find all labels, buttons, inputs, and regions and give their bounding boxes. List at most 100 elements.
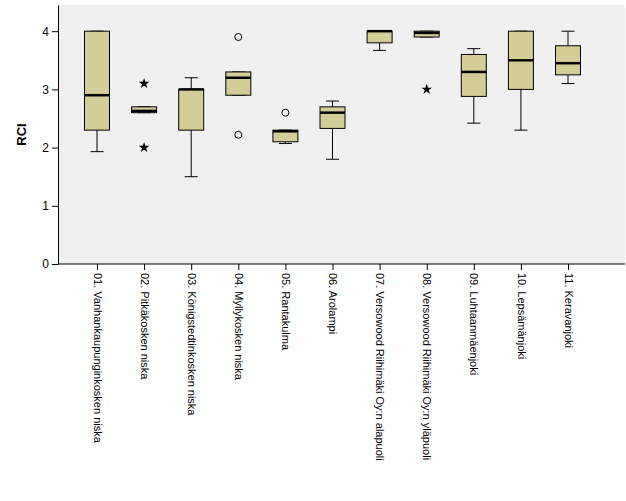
x-tick-label: 01. Vanhankaupunginkosken niska [92, 273, 104, 444]
extreme [139, 142, 150, 152]
outlier [235, 131, 242, 138]
box [85, 31, 110, 130]
whisker-cap-low [562, 83, 575, 84]
x-tick-label: 07. Versowood Riihimäki Oy:n alapuoli [374, 273, 386, 461]
median [414, 32, 439, 35]
x-tick-line [427, 264, 428, 270]
box [273, 130, 298, 142]
chart: 0 1 2 3 4 01. Vanhankaupunginkosken niska 02. … [0, 0, 626, 501]
whisker-cap-high [562, 31, 575, 32]
box [556, 46, 581, 75]
y-tick: 3 [42, 83, 58, 97]
median [320, 111, 345, 114]
x-tick-label: 03. Königstedtinkosken niska [186, 273, 198, 416]
y-tick-label: 3 [42, 83, 49, 97]
x-tick: 10. Lepsämänjoki [516, 264, 528, 359]
y-axis: 0 1 2 3 4 [42, 6, 58, 272]
median [85, 94, 110, 97]
y-tick: 1 [42, 199, 58, 213]
plot-background [58, 5, 625, 264]
whisker-cap-low [373, 50, 386, 51]
x-tick: 02. Pitkäkosken niska [139, 264, 151, 380]
whisker-cap-low [514, 130, 527, 131]
y-tick-label: 4 [42, 25, 49, 39]
box [508, 31, 533, 89]
x-tick-line [285, 264, 286, 270]
x-tick: 07. Versowood Riihimäki Oy:n alapuoli [374, 264, 386, 461]
whisker-low [332, 128, 333, 159]
x-tick-line [144, 264, 145, 270]
x-tick-label: 06. Arolampi [327, 273, 339, 334]
whisker-cap-high [185, 77, 198, 78]
x-tick: 06. Arolampi [327, 264, 339, 334]
whisker-cap-high [467, 48, 480, 49]
y-axis-title: RCI [14, 123, 29, 145]
y-tick-line [52, 89, 58, 90]
x-tick-label: 05. Rantakulma [280, 273, 292, 351]
x-tick-line [474, 264, 475, 270]
whisker-cap-low [185, 176, 198, 177]
y-tick-line [52, 31, 58, 32]
x-tick-line [238, 264, 239, 270]
x-tick-line [568, 264, 569, 270]
y-tick: 4 [42, 25, 58, 39]
whisker-high [473, 49, 474, 55]
whisker-cap-low [91, 151, 104, 152]
x-tick: 01. Vanhankaupunginkosken niska [92, 264, 104, 444]
x-tick: 05. Rantakulma [280, 264, 292, 351]
x-tick: 04. Myllykosken niska [233, 264, 245, 381]
x-tick-label: 08. Versowood Riihimäki Oy:n yläpuoli [421, 273, 433, 460]
median [179, 88, 204, 91]
whisker-cap-high [326, 101, 339, 102]
whisker-low [97, 130, 98, 152]
y-tick: 0 [42, 257, 58, 271]
x-tick-label: 04. Myllykosken niska [233, 273, 245, 381]
x-axis: 01. Vanhankaupunginkosken niska 02. Pitkä… [58, 264, 625, 461]
median [556, 62, 581, 65]
box [132, 107, 157, 113]
whisker-high [332, 101, 333, 107]
median [226, 77, 251, 80]
x-tick-line [380, 264, 381, 270]
x-tick-label: 09. Luhtaanmäenjoki [468, 273, 480, 375]
median [508, 59, 533, 62]
x-tick-label: 11. Keravanjoki [563, 273, 575, 348]
x-tick-label: 10. Lepsämänjoki [516, 273, 528, 359]
x-tick-line [97, 264, 98, 270]
whisker-high [568, 31, 569, 46]
median [367, 30, 392, 33]
box [320, 107, 345, 129]
x-tick: 08. Versowood Riihimäki Oy:n yläpuoli [421, 264, 433, 460]
box [461, 54, 486, 96]
y-tick-label: 0 [42, 257, 49, 271]
whisker-cap-low [326, 159, 339, 160]
box [179, 89, 204, 130]
x-tick: 11. Keravanjoki [563, 264, 575, 348]
boxes [85, 31, 581, 177]
median [273, 130, 298, 133]
whisker-low [191, 130, 192, 177]
whisker-low [520, 89, 521, 130]
x-tick-label: 02. Pitkäkosken niska [139, 273, 151, 380]
x-tick-line [521, 264, 522, 270]
whisker-low [379, 43, 380, 51]
box [226, 72, 251, 95]
whisker-cap-low [467, 123, 480, 124]
whisker-low [473, 96, 474, 123]
y-tick-label: 1 [42, 199, 49, 213]
y-tick-line [52, 206, 58, 207]
whisker-cap-low [279, 143, 292, 144]
extreme [139, 78, 150, 88]
x-tick: 09. Luhtaanmäenjoki [468, 264, 480, 375]
outlier [282, 109, 289, 116]
box [367, 31, 392, 43]
y-tick-label: 2 [42, 141, 49, 155]
x-tick-line [333, 264, 334, 270]
extreme [421, 84, 432, 94]
y-tick: 2 [42, 141, 58, 155]
outlier [235, 34, 242, 41]
y-tick-line [52, 264, 58, 265]
x-tick: 03. Königstedtinkosken niska [186, 264, 198, 416]
x-axis-line [58, 264, 625, 265]
x-tick-line [191, 264, 192, 270]
